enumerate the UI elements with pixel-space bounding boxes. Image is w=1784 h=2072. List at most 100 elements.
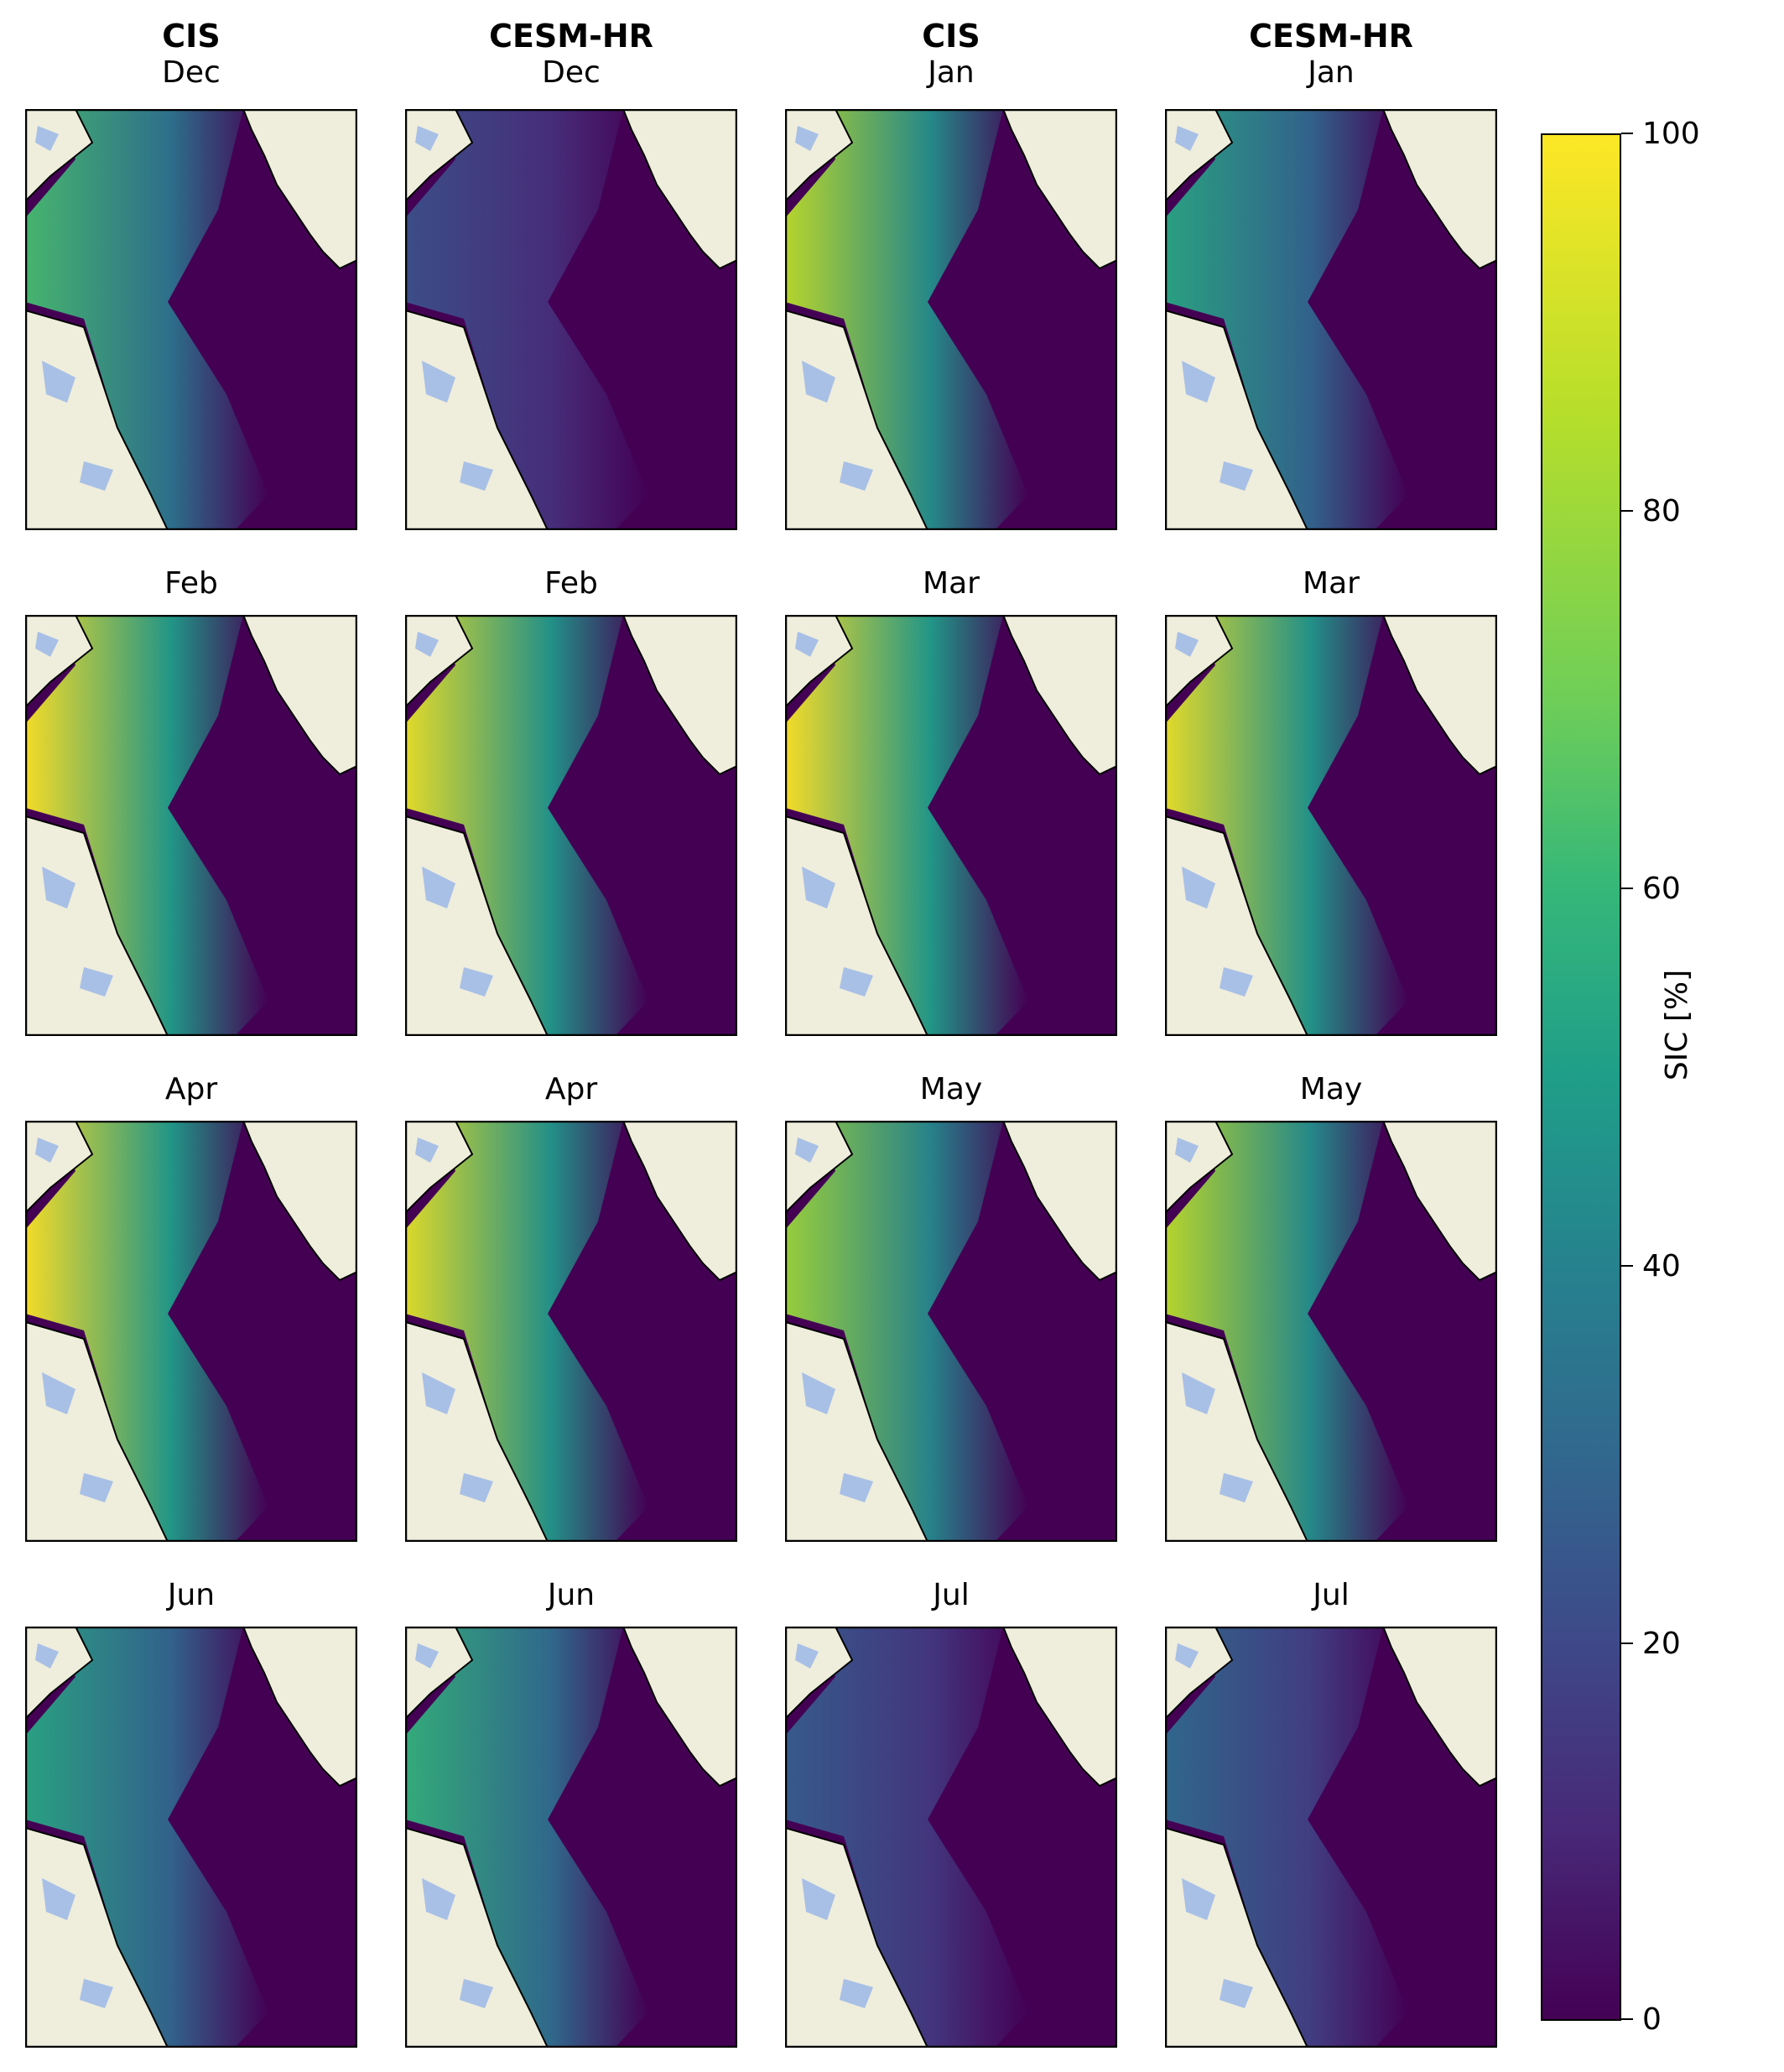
labrador-land bbox=[785, 1320, 929, 1542]
panel-month-title: Apr bbox=[544, 1072, 598, 1106]
colorbar-tick-label: 20 bbox=[1642, 1627, 1681, 1661]
column-source-title: CIS bbox=[162, 18, 221, 55]
ice-band bbox=[785, 1121, 1028, 1542]
colorbar-tick-label: 100 bbox=[1642, 117, 1700, 151]
map-frame bbox=[405, 1627, 737, 2048]
panel-month-title: Jul bbox=[933, 1578, 970, 1612]
map-svg bbox=[785, 1121, 1117, 1542]
greenland-land bbox=[1381, 1121, 1497, 1282]
lake bbox=[802, 1878, 835, 1920]
lake bbox=[840, 1473, 873, 1502]
map-frame bbox=[1165, 109, 1497, 530]
lake bbox=[840, 967, 873, 997]
panel-month-title: Feb bbox=[544, 566, 598, 601]
map-svg bbox=[1165, 1627, 1497, 2048]
labrador-land bbox=[405, 1826, 549, 2048]
lake bbox=[460, 1979, 493, 2008]
ice-band bbox=[25, 109, 268, 530]
panel-month-title: Dec bbox=[542, 55, 601, 90]
labrador-land bbox=[405, 1320, 549, 1542]
colorbar-tick bbox=[1621, 1643, 1633, 1644]
colorbar-tick-label: 0 bbox=[1642, 2002, 1662, 2037]
lake bbox=[1182, 1372, 1215, 1414]
lake bbox=[35, 1643, 59, 1669]
greenland-land bbox=[1001, 1627, 1117, 1788]
labrador-land bbox=[25, 815, 169, 1036]
map-frame bbox=[785, 109, 1117, 530]
greenland-land bbox=[622, 615, 737, 776]
labrador-land bbox=[1165, 1320, 1309, 1542]
colorbar-tick bbox=[1621, 1265, 1633, 1267]
lake bbox=[42, 361, 75, 403]
lake bbox=[422, 1372, 455, 1414]
lake bbox=[415, 632, 439, 657]
colorbar-tick bbox=[1621, 888, 1633, 889]
map-svg bbox=[25, 1121, 357, 1542]
map-frame bbox=[25, 109, 357, 530]
sea-ice-map-panel bbox=[785, 1627, 1117, 2048]
labrador-land bbox=[785, 309, 929, 530]
ice-band bbox=[785, 109, 1028, 530]
lake bbox=[1175, 1138, 1199, 1163]
map-svg bbox=[785, 615, 1117, 1036]
sea-ice-map-panel bbox=[25, 109, 357, 530]
lake bbox=[1220, 1473, 1253, 1502]
sea-ice-map-panel bbox=[405, 615, 737, 1036]
map-svg bbox=[405, 1627, 737, 2048]
greenland-land bbox=[1001, 1121, 1117, 1282]
ice-band bbox=[25, 1627, 268, 2048]
sea-ice-map-panel bbox=[1165, 109, 1497, 530]
lake bbox=[80, 967, 113, 997]
lake bbox=[80, 461, 113, 491]
lake bbox=[795, 126, 819, 151]
lake bbox=[795, 1138, 819, 1163]
colorbar-title: SIC [%] bbox=[1660, 969, 1694, 1081]
sea-ice-map-panel bbox=[25, 1627, 357, 2048]
lake bbox=[42, 867, 75, 908]
lake bbox=[840, 461, 873, 491]
lake bbox=[802, 1372, 835, 1414]
greenland-land bbox=[1001, 615, 1117, 776]
lake bbox=[422, 867, 455, 908]
sea-ice-map-panel bbox=[405, 1121, 737, 1542]
lake bbox=[1182, 1878, 1215, 1920]
panel-month-title: Jan bbox=[1308, 55, 1355, 90]
column-source-title: CESM-HR bbox=[1249, 18, 1413, 55]
colorbar-tick-label: 60 bbox=[1642, 872, 1681, 906]
lake bbox=[80, 1473, 113, 1502]
column-source-title: CESM-HR bbox=[489, 18, 653, 55]
lake bbox=[35, 632, 59, 657]
lake bbox=[1175, 632, 1199, 657]
sea-ice-map-panel bbox=[1165, 615, 1497, 1036]
map-svg bbox=[25, 615, 357, 1036]
sea-ice-map-panel bbox=[785, 1121, 1117, 1542]
panel-month-title: Apr bbox=[164, 1072, 218, 1106]
labrador-land bbox=[25, 309, 169, 530]
map-frame bbox=[785, 615, 1117, 1036]
lake bbox=[415, 1643, 439, 1669]
lake bbox=[42, 1878, 75, 1920]
lake bbox=[80, 1979, 113, 2008]
map-svg bbox=[25, 109, 357, 530]
lake bbox=[1182, 867, 1215, 908]
labrador-land bbox=[1165, 309, 1309, 530]
lake bbox=[422, 1878, 455, 1920]
map-svg bbox=[785, 1627, 1117, 2048]
colorbar-tick-label: 80 bbox=[1642, 494, 1681, 528]
map-svg bbox=[1165, 615, 1497, 1036]
lake bbox=[802, 361, 835, 403]
ice-band bbox=[405, 1627, 648, 2048]
sea-ice-map-panel bbox=[405, 1627, 737, 2048]
labrador-land bbox=[405, 309, 549, 530]
map-frame bbox=[1165, 615, 1497, 1036]
greenland-land bbox=[242, 1121, 357, 1282]
lake bbox=[35, 126, 59, 151]
lake bbox=[795, 632, 819, 657]
sea-ice-map-panel bbox=[1165, 1121, 1497, 1542]
map-frame bbox=[1165, 1121, 1497, 1542]
ice-band bbox=[25, 1121, 268, 1542]
greenland-land bbox=[1381, 615, 1497, 776]
map-frame bbox=[405, 1121, 737, 1542]
panel-month-title: Mar bbox=[1303, 566, 1360, 601]
lake bbox=[1182, 361, 1215, 403]
